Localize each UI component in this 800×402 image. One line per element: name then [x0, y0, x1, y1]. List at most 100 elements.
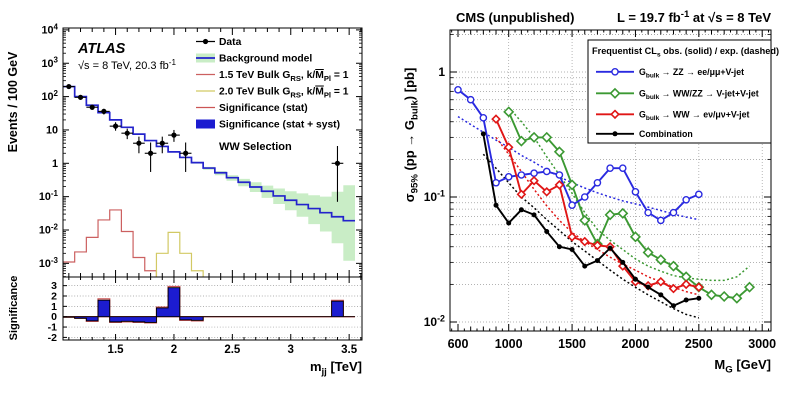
marker-filled-circle: [612, 131, 618, 137]
marker-open-circle: [656, 216, 665, 225]
legend-label: Significance (stat): [219, 103, 308, 114]
data-point: [112, 123, 119, 129]
marker-open-diamond: [503, 106, 515, 118]
marker-filled-circle: [683, 297, 689, 303]
marker-filled-circle: [493, 202, 499, 208]
significance-stat-syst-hist: [63, 287, 355, 323]
sig-axis-title: Significance: [8, 276, 20, 341]
signal-2p0TeV-hist: [155, 231, 204, 277]
cms-title: CMS (unpublished): [456, 10, 574, 25]
marker-open-diamond: [491, 114, 501, 124]
x-tick-label: 2500: [685, 337, 713, 351]
y-tick-label: 10-2: [39, 222, 59, 236]
series-combination-obs-markers: [480, 131, 702, 309]
marker-open-diamond: [655, 254, 667, 266]
y-tick-label: 1: [52, 158, 58, 170]
x-tick-label: 600: [448, 337, 469, 351]
marker-open-diamond: [642, 246, 654, 258]
marker-open-circle: [542, 167, 551, 176]
data-point: [124, 130, 130, 136]
data-point: [77, 94, 84, 100]
marker-filled-circle: [632, 276, 638, 282]
series-zz-obs-markers: [454, 86, 703, 225]
legend-label: Gbulk → ZZ → ee/μμ+V-jet: [639, 67, 744, 79]
legend-label: Background model: [219, 54, 312, 65]
marker-open-diamond: [567, 232, 577, 242]
marker-open-diamond: [503, 142, 514, 153]
marker-open-diamond: [681, 279, 691, 290]
y-tick-label: 104: [42, 22, 59, 36]
y-tick-label: 10-2: [424, 313, 445, 329]
marker-open-diamond: [554, 180, 565, 190]
cms-plot: 600 1000 1500 2000 2500 3000 1 10-1 10-2 CMS (unp…: [402, 9, 779, 376]
legend-label: Gbulk → WW/ZZ → V-jet+V-jet: [639, 89, 759, 101]
legend: Data Background model 1.5 TeV Bulk GRS, k/…: [196, 37, 349, 131]
marker-open-diamond: [610, 109, 620, 120]
marker-open-circle: [644, 208, 652, 217]
marker-filled-circle: [506, 220, 512, 226]
marker-filled-circle: [569, 247, 575, 253]
marker-open-circle: [555, 171, 564, 179]
marker-open-diamond: [693, 282, 704, 292]
series-combination-obs: [482, 133, 699, 307]
data-point: [66, 83, 72, 90]
y-axis-title: σ95% (pp → Gbulk) [pb]: [402, 68, 421, 203]
marker-open-circle: [517, 171, 526, 179]
marker-open-diamond: [668, 283, 679, 294]
marker-open-circle: [466, 95, 475, 104]
x-tick-label: 1000: [495, 337, 523, 351]
marker-filled-circle: [582, 263, 588, 269]
legend-sigsyst-swatch: [196, 119, 215, 129]
lumi-title: L = 19.7 fb-1 at √s = 8 TeV: [617, 9, 771, 25]
marker-open-diamond: [667, 260, 680, 272]
lumi-label: √s = 8 TeV, 20.3 fb-1: [78, 58, 176, 72]
y-tick-label: 102: [42, 89, 59, 103]
significance-panel: [63, 285, 362, 338]
marker-open-diamond: [731, 292, 743, 304]
sig-tick-label: 0: [51, 311, 57, 323]
marker-filled-circle: [518, 207, 524, 213]
marker-open-diamond: [553, 146, 565, 158]
y-tick-label: 103: [42, 56, 59, 70]
legend-label: 2.0 TeV Bulk GRS, k/MPl = 1: [219, 87, 349, 100]
signal-1p5TeV-hist: [63, 209, 158, 277]
x-axis-title: MG [GeV]: [714, 357, 771, 376]
marker-open-circle: [492, 178, 500, 187]
series-wwzz-obs-markers: [503, 106, 756, 304]
marker-open-diamond: [655, 276, 666, 287]
atlas-plot-container: 1.5 2 2.5 3 3.5 104 103 102 10 1 10-1 10-2 10-3 3 2 1 0-…: [6, 22, 363, 378]
x-tick-label: 3: [288, 344, 294, 356]
legend-label: Data: [219, 37, 242, 48]
marker-filled-circle: [645, 284, 651, 290]
marker-open-circle: [504, 173, 513, 181]
y-tick-label: 10-1: [39, 189, 59, 203]
marker-open-diamond: [579, 236, 590, 247]
marker-open-circle: [530, 169, 538, 178]
marker-filled-circle: [594, 258, 600, 264]
background-model-line: [63, 85, 355, 222]
marker-open-circle: [568, 201, 576, 209]
marker-filled-circle: [658, 292, 664, 298]
y-tick-label: 10: [46, 124, 58, 136]
legend-data-marker: [202, 38, 209, 45]
marker-open-circle: [611, 68, 619, 76]
sig-tick-label: -2: [48, 332, 57, 344]
marker-open-diamond: [529, 175, 539, 186]
legend: Frequentist CLs obs. (solid) / exp. (das…: [587, 39, 779, 144]
legend-label: 1.5 TeV Bulk GRS, k/MPl = 1: [219, 70, 349, 83]
marker-filled-circle: [544, 228, 550, 234]
marker-filled-circle: [696, 295, 702, 301]
marker-open-circle: [593, 178, 602, 187]
x-tick-label: 1500: [558, 337, 586, 351]
significance-frame: [62, 276, 363, 341]
marker-open-diamond: [705, 289, 718, 301]
cms-plot-container: 600 1000 1500 2000 2500 3000 1 10-1 10-2 CMS (unp…: [400, 0, 800, 402]
data-point: [171, 132, 177, 138]
marker-open-circle: [669, 208, 678, 217]
marker-open-diamond: [609, 87, 621, 99]
sig-tick-label: 3: [51, 280, 57, 292]
marker-open-circle: [682, 195, 690, 204]
marker-filled-circle: [620, 259, 626, 265]
series-wwzz-exp: [508, 107, 750, 282]
y-tick-label: 1: [438, 65, 445, 79]
